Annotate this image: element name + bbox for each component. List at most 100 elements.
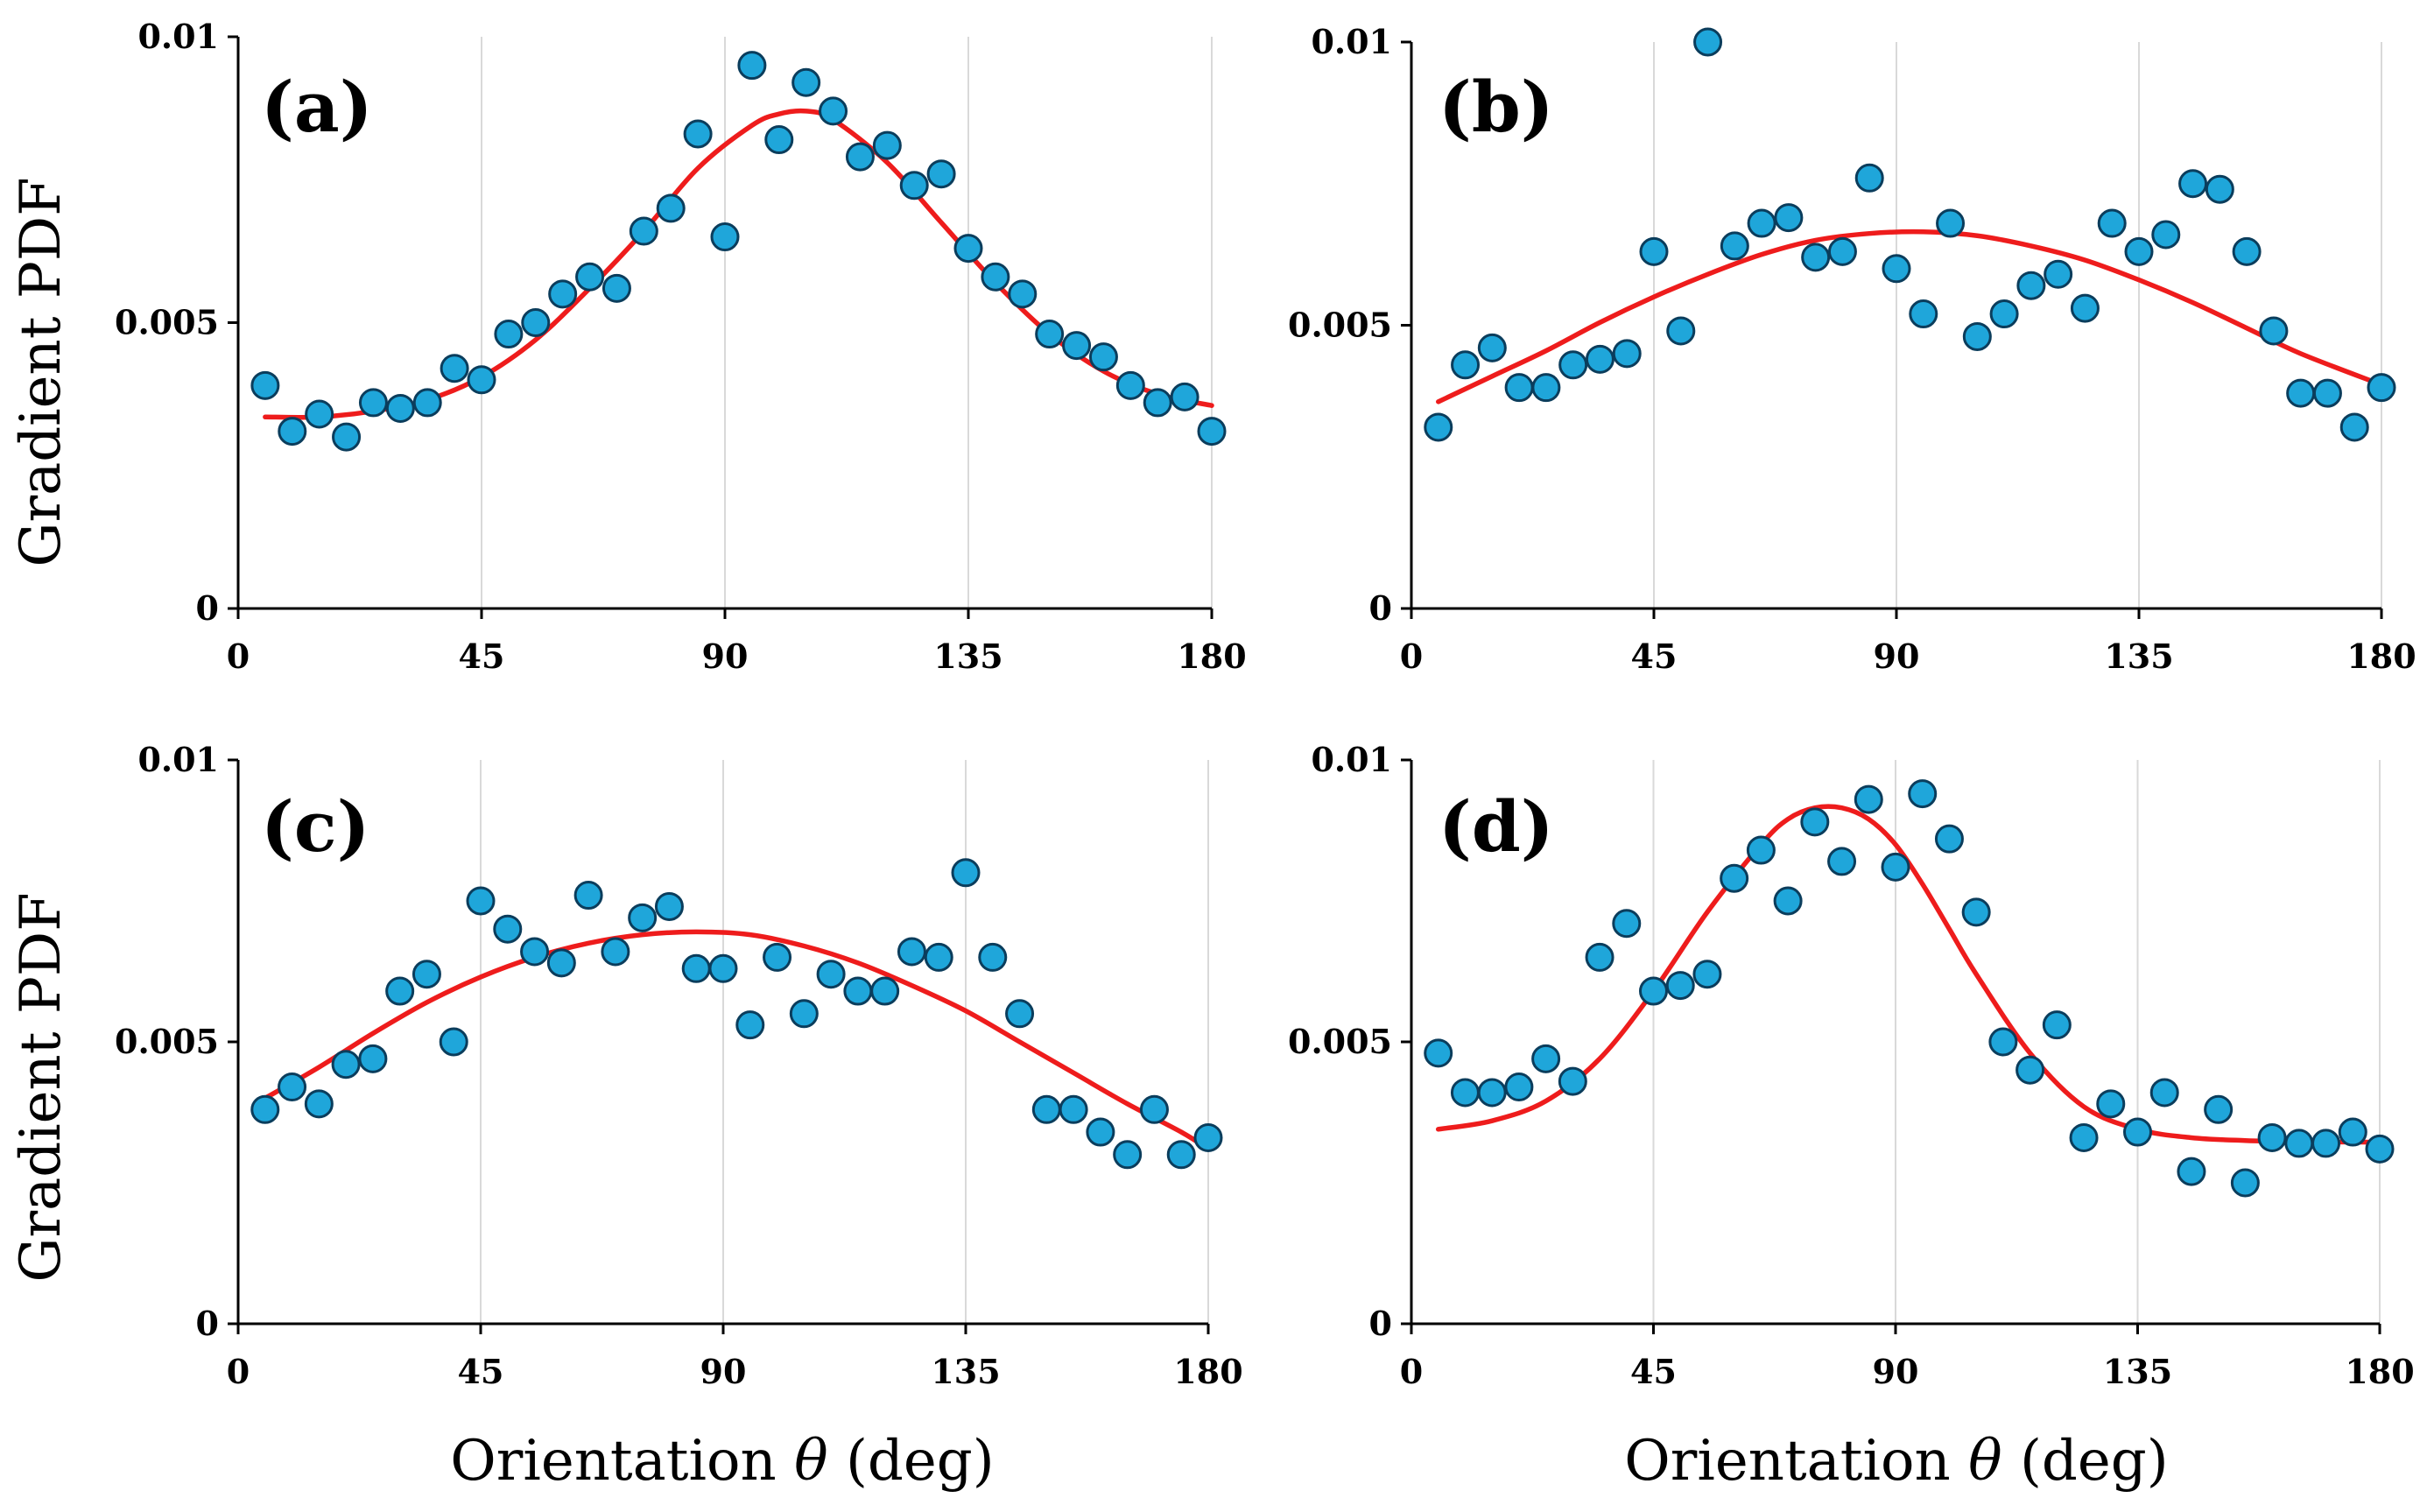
data-point (845, 142, 875, 172)
data-point (2259, 316, 2289, 346)
y-tick-label: 0.005 (115, 303, 219, 342)
data-point (2124, 236, 2154, 266)
fit-curve (263, 929, 1211, 1152)
data-point (385, 393, 415, 423)
data-point (654, 891, 684, 921)
data-point (981, 262, 1010, 292)
data-point (897, 937, 926, 967)
data-point (1035, 320, 1065, 349)
data-point (2311, 1129, 2341, 1158)
data-point (951, 858, 981, 888)
data-point (520, 937, 550, 967)
data-point (1665, 971, 1695, 1001)
y-axis-title-bottom: Gradient PDF (9, 892, 74, 1282)
data-point (332, 422, 362, 452)
x-tick-label: 0 (1400, 1352, 1423, 1391)
x-tick-label: 180 (1177, 636, 1246, 676)
fit-curve (1435, 804, 2382, 1145)
data-point (1558, 1066, 1587, 1096)
data-point (1143, 388, 1172, 418)
y-tick-label: 0.01 (137, 740, 219, 779)
data-point (2042, 1010, 2072, 1040)
data-point (2096, 1089, 2126, 1119)
data-point (1962, 321, 1992, 351)
data-point (978, 942, 1008, 972)
data-point (2338, 1117, 2367, 1147)
data-point (2069, 1122, 2099, 1152)
data-point (494, 320, 524, 349)
data-point (1909, 299, 1938, 329)
data-point (546, 948, 576, 978)
data-point (1088, 342, 1118, 372)
data-point (2339, 412, 2369, 442)
data-point (1612, 339, 1642, 369)
data-point (1854, 784, 1883, 814)
data-point (1424, 412, 1453, 442)
data-point (358, 388, 388, 418)
data-point (2070, 293, 2100, 323)
data-point (1005, 999, 1035, 1029)
y-tick-label: 0.005 (1288, 306, 1392, 345)
data-point (2204, 1094, 2234, 1124)
data-point (1451, 350, 1481, 380)
x-tick-label: 180 (2345, 1352, 2414, 1391)
data-point (1477, 1078, 1507, 1108)
data-point (2312, 378, 2342, 408)
data-point (1800, 807, 1830, 837)
data-point (1477, 333, 1507, 362)
data-point (573, 881, 603, 911)
data-point (872, 130, 902, 160)
x-tick-label: 180 (1173, 1352, 1242, 1391)
data-point (629, 216, 658, 246)
data-point (575, 262, 605, 292)
data-point (440, 354, 469, 383)
data-point (710, 222, 740, 252)
data-point (1639, 236, 1669, 266)
x-tick-label: 90 (1874, 636, 1920, 676)
data-point (1139, 1094, 1169, 1124)
data-point (1008, 279, 1038, 309)
data-point (2232, 236, 2262, 266)
data-point (816, 960, 846, 989)
data-point (1639, 976, 1668, 1006)
data-point (2230, 1168, 2260, 1198)
x-tick-label: 90 (702, 636, 749, 676)
data-point (250, 1094, 280, 1124)
data-point (1961, 897, 1991, 927)
data-point (1934, 824, 1964, 854)
data-point (1585, 344, 1614, 374)
data-point (1166, 1140, 1196, 1170)
data-point (385, 976, 415, 1006)
data-point (2365, 1134, 2395, 1164)
data-point (924, 942, 953, 972)
data-point (521, 308, 551, 337)
data-point (1170, 382, 1199, 411)
y-tick-label: 0.01 (1311, 740, 1392, 779)
data-point (466, 886, 496, 916)
y-tick-label: 0.01 (137, 17, 219, 56)
x-axis-title-left: Orientation θ (deg) (450, 1429, 994, 1494)
panel-a: 0 45 90 135 180 0 0.005 0.01 (a) (115, 17, 1247, 676)
data-point (1827, 236, 1857, 266)
data-point (926, 159, 956, 189)
panel-label: (c) (261, 785, 369, 868)
data-point (1692, 960, 1722, 989)
data-point (1854, 163, 1884, 193)
y-tick-label: 0 (196, 588, 219, 628)
data-point (1086, 1117, 1115, 1147)
data-point (1747, 208, 1776, 238)
panel-c: 0 45 90 135 180 0 0.005 0.01 (c) (115, 740, 1243, 1391)
data-point (763, 942, 792, 972)
data-point (1504, 373, 1534, 403)
data-point (2123, 1117, 2152, 1147)
data-point (2016, 271, 2046, 300)
data-point (2151, 220, 2181, 250)
y-tick-label: 0.01 (1311, 22, 1392, 61)
data-point (278, 1072, 307, 1102)
data-point (870, 976, 900, 1006)
data-point (1801, 243, 1831, 272)
data-point (1031, 1094, 1061, 1124)
y-axis-title-top: Gradient PDF (9, 177, 74, 566)
